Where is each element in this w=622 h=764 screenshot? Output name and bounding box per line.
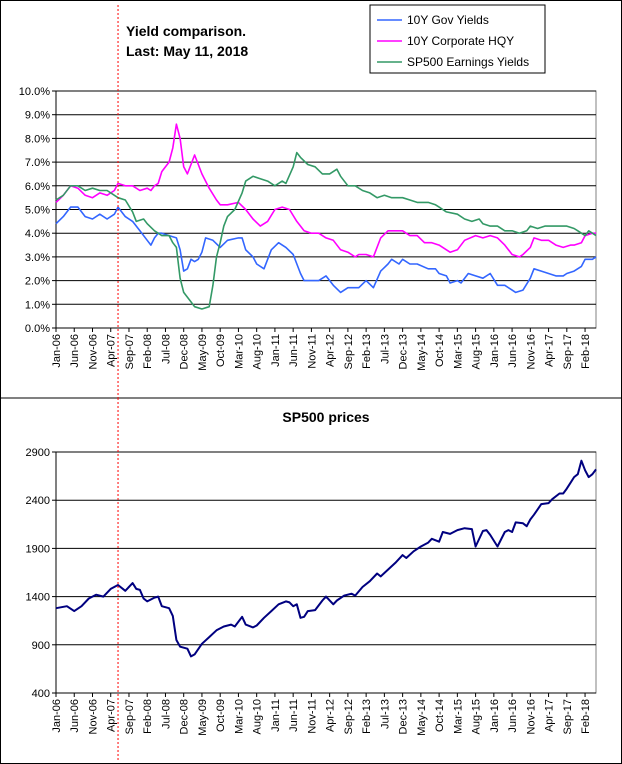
x-tick-label: May-14: [416, 334, 428, 371]
x-tick-label: Sep-17: [562, 334, 574, 369]
x-tick-label: Aug-15: [471, 699, 483, 734]
x-tick-label: Oct-09: [215, 334, 227, 367]
legend-label-gov: 10Y Gov Yields: [407, 13, 489, 27]
x-tick-label: Jan-11: [270, 699, 282, 732]
x-tick-label: Mar-15: [452, 699, 464, 734]
y-tick-label: 900: [32, 640, 50, 652]
x-tick-label: Nov-06: [87, 699, 99, 734]
x-tick-label: Apr-07: [106, 334, 118, 367]
y-tick-label: 5.0%: [25, 205, 50, 217]
x-tick-label: Feb-18: [580, 699, 592, 734]
x-tick-label: Jun-06: [69, 699, 81, 733]
x-tick-label: Jun-11: [288, 699, 300, 732]
x-tick-label: Aug-15: [471, 334, 483, 369]
legend: 10Y Gov Yields 10Y Corporate HQY SP500 E…: [369, 4, 546, 74]
x-tick-label: Jun-11: [288, 334, 300, 367]
x-tick-label: Apr-07: [106, 699, 118, 732]
y-tick-label: 6.0%: [25, 181, 50, 193]
x-tick-label: Apr-17: [544, 334, 556, 367]
x-tick-label: Dec-08: [179, 699, 191, 734]
sp500-chart: 400 900 1400 1900 2400 2900 Jan-06 Jun-06 Nov-06…: [26, 398, 597, 760]
x-tick-label: Jun-16: [507, 699, 519, 733]
series-line-2: [55, 123, 596, 258]
x-tick-label: May-14: [416, 699, 428, 736]
x-tick-label: Jan-16: [489, 699, 501, 733]
x-tick-label: Sep-07: [124, 334, 136, 369]
x-tick-label: Jan-11: [270, 334, 282, 367]
x-tick-label: Nov-11: [306, 334, 318, 369]
x-tick-label: Nov-06: [87, 334, 99, 369]
x-tick-label: Jun-16: [507, 334, 519, 368]
x-tick-label: Dec-08: [179, 334, 191, 369]
y-tick-label: 7.0%: [25, 157, 50, 169]
legend-label-corp: 10Y Corporate HQY: [407, 34, 514, 48]
y-tick-label: 1400: [26, 592, 50, 604]
series-line-1: [55, 459, 597, 658]
x-tick-label: Nov-16: [525, 699, 537, 734]
annotation-date: Last: May 11, 2018: [126, 43, 248, 59]
yield-chart: 0.0% 1.0% 2.0% 3.0% 4.0% 5.0% 6.0% 7.0% 8.0% 9.0%…: [19, 5, 597, 398]
series-line-3: [55, 151, 597, 310]
y-tick-label: 0.0%: [25, 323, 50, 335]
x-tick-label: Jan-06: [51, 334, 63, 368]
sp500-chart-title: SP500 prices: [282, 409, 369, 425]
x-tick-label: Jun-06: [69, 334, 81, 368]
x-tick-label: Apr-12: [325, 334, 337, 367]
x-tick-label: Jul-13: [379, 334, 391, 364]
x-tick-label: Jul-08: [160, 334, 172, 364]
x-tick-label: Sep-07: [124, 699, 136, 734]
series-line-1: [55, 206, 597, 294]
x-tick-label: Sep-17: [562, 699, 574, 734]
x-tick-label: Aug-10: [252, 334, 264, 369]
x-tick-label: Nov-16: [525, 334, 537, 369]
x-tick-label: Jan-16: [489, 334, 501, 368]
x-tick-label: Aug-10: [252, 699, 264, 734]
x-tick-label: Jul-13: [379, 699, 391, 729]
x-tick-label: Mar-15: [452, 334, 464, 369]
x-tick-label: Oct-14: [434, 699, 446, 732]
x-tick-label: Feb-08: [142, 334, 154, 369]
y-tick-label: 3.0%: [25, 252, 50, 264]
legend-label-sp500: SP500 Earnings Yields: [407, 55, 529, 69]
x-tick-label: May-09: [197, 699, 209, 736]
x-tick-label: Mar-10: [233, 699, 245, 734]
x-tick-label: Mar-10: [233, 334, 245, 369]
x-tick-label: Feb-18: [580, 334, 592, 369]
annotation-title: Yield comparison.: [126, 23, 246, 39]
x-tick-label: Dec-13: [398, 334, 410, 369]
y-tick-label: 1.0%: [25, 299, 50, 311]
x-tick-label: Feb-13: [361, 334, 373, 369]
x-tick-label: Sep-12: [343, 699, 355, 734]
y-tick-label: 2900: [26, 447, 50, 459]
y-tick-label: 2400: [26, 495, 50, 507]
x-tick-label: Apr-17: [544, 699, 556, 732]
x-tick-label: Sep-12: [343, 334, 355, 369]
x-tick-label: Dec-13: [398, 699, 410, 734]
plot-area: [55, 451, 597, 694]
x-tick-label: Oct-14: [434, 334, 446, 367]
x-tick-label: May-09: [197, 334, 209, 371]
y-tick-label: 8.0%: [25, 133, 50, 145]
x-tick-label: Oct-09: [215, 699, 227, 732]
y-tick-label: 9.0%: [25, 110, 50, 122]
y-tick-label: 2.0%: [25, 276, 50, 288]
x-tick-label: Feb-08: [142, 699, 154, 734]
x-tick-label: Jul-08: [160, 699, 172, 729]
y-tick-label: 1900: [26, 543, 50, 555]
x-tick-label: Jan-06: [51, 699, 63, 733]
y-tick-label: 400: [32, 688, 50, 700]
y-tick-label: 4.0%: [25, 228, 50, 240]
x-tick-label: Nov-11: [306, 699, 318, 734]
x-tick-label: Apr-12: [325, 699, 337, 732]
x-tick-label: Feb-13: [361, 699, 373, 734]
y-tick-label: 10.0%: [19, 86, 50, 98]
